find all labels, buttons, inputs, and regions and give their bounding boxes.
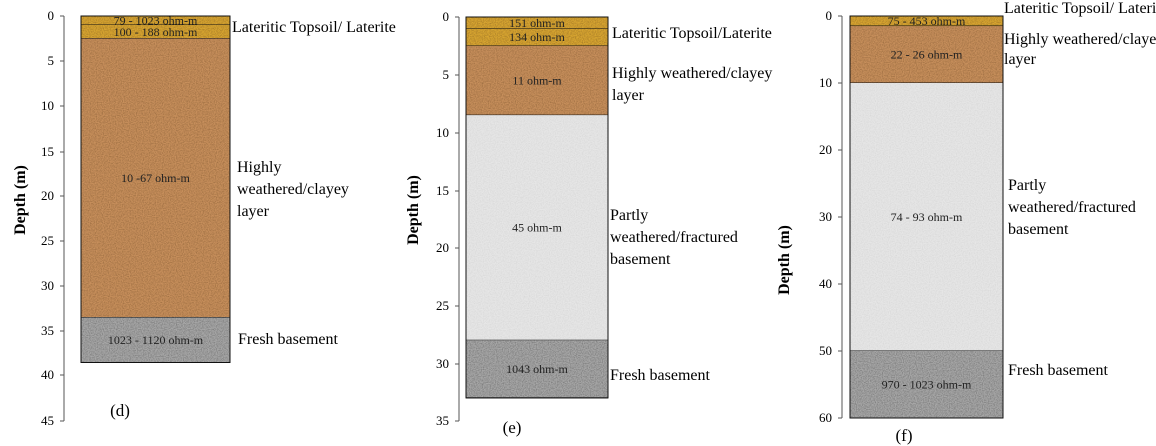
layer-texture: [81, 317, 230, 363]
layer-description: Highly weathered/clayey layer: [1004, 31, 1156, 68]
layer-resistivity-label: 22 - 26 ohm-m: [891, 48, 963, 62]
depth-tick-label: 20: [819, 142, 832, 157]
layer-resistivity-label: 79 - 1023 ohm-m: [114, 14, 198, 28]
column-outline: [849, 15, 1004, 419]
layer-description: Lateritic Topsoil/Laterite: [612, 25, 772, 42]
panel-label: (d): [110, 401, 130, 420]
depth-tick-label: 60: [819, 410, 832, 425]
layer-description: Highly weathered/clayey layer: [237, 159, 349, 220]
depth-tick-label: 5: [48, 53, 55, 68]
depth-tick-label: 25: [436, 298, 449, 313]
depth-tick-label: 30: [819, 209, 832, 224]
depth-axis-title: Depth (m): [776, 225, 793, 295]
section-panel: 0 5 10 15 20 25 30 35 40 45 Depth (m) 79 - 1023 ohm…: [12, 8, 396, 428]
layer-texture: [850, 16, 1003, 27]
layer-texture: [850, 83, 1003, 351]
depth-tick-label: 10: [819, 75, 832, 90]
layer-description: Partly weathered/fractured basement: [1008, 177, 1136, 238]
depth-tick-label: 10: [436, 125, 449, 140]
layer-resistivity-label: 151 ohm-m: [509, 16, 565, 30]
layer-resistivity-label: 1023 - 1120 ohm-m: [108, 333, 204, 347]
depth-tick-label: 30: [436, 356, 449, 371]
depth-tick-label: 10: [41, 98, 54, 113]
depth-axis-title: Depth (m): [12, 165, 29, 235]
layer-description: Lateritic Topsoil/ Laterite: [232, 19, 396, 36]
layer-description: Lateritic Topsoil/ Laterite: [1004, 0, 1156, 17]
layer-description: Highly weathered/clayey layer: [612, 65, 772, 104]
depth-axis-title: Depth (m): [405, 175, 422, 245]
depth-tick-label: 20: [41, 188, 54, 203]
layer-resistivity-label: 11 ohm-m: [512, 73, 562, 87]
layer-description: Fresh basement: [1008, 362, 1109, 379]
layer-texture: [81, 38, 230, 318]
layer-texture: [466, 115, 608, 341]
layer-texture: [81, 16, 230, 25]
layer-resistivity-label: 74 - 93 ohm-m: [891, 210, 963, 224]
depth-tick-label: 25: [41, 233, 54, 248]
column-outline: [465, 16, 609, 399]
depth-tick-label: 35: [41, 323, 54, 338]
depth-tick-label: 15: [436, 183, 449, 198]
depth-tick-label: 45: [41, 413, 54, 428]
layer-resistivity-label: 45 ohm-m: [512, 221, 562, 235]
layer-description: Fresh basement: [238, 331, 339, 348]
depth-tick-label: 0: [443, 9, 450, 24]
column-outline: [80, 15, 231, 363]
panel-label: (e): [503, 418, 522, 437]
layer-texture: [466, 28, 608, 46]
depth-tick-label: 5: [443, 67, 450, 82]
layer-texture: [81, 25, 230, 39]
layer-texture: [466, 45, 608, 116]
layer-resistivity-label: 100 - 188 ohm-m: [114, 25, 198, 39]
layer-resistivity-label: 75 - 453 ohm-m: [888, 14, 966, 28]
depth-tick-label: 50: [819, 343, 832, 358]
layer-texture: [850, 26, 1003, 83]
depth-tick-label: 0: [826, 8, 833, 23]
layer-description: Fresh basement: [610, 367, 711, 384]
section-panel: 0 10 20 30 40 50 60 Depth (m) 75 - 453 ohm-m Late…: [776, 0, 1156, 445]
depth-tick-label: 0: [48, 8, 55, 23]
layer-texture: [466, 17, 608, 29]
depth-tick-label: 35: [436, 413, 449, 428]
layer-resistivity-label: 134 ohm-m: [509, 30, 565, 44]
layer-resistivity-label: 1043 ohm-m: [506, 362, 568, 376]
panel-label: (f): [896, 426, 913, 445]
layer-resistivity-label: 970 - 1023 ohm-m: [882, 378, 972, 392]
layer-resistivity-label: 10 -67 ohm-m: [121, 171, 190, 185]
depth-tick-label: 20: [436, 240, 449, 255]
depth-tick-label: 40: [819, 276, 832, 291]
depth-tick-label: 15: [41, 144, 54, 159]
depth-tick-label: 40: [41, 367, 54, 382]
depth-tick-label: 30: [41, 278, 54, 293]
layer-texture: [850, 351, 1003, 418]
layer-description: Partly weathered/fractured basement: [610, 207, 738, 268]
layer-texture: [466, 340, 608, 398]
